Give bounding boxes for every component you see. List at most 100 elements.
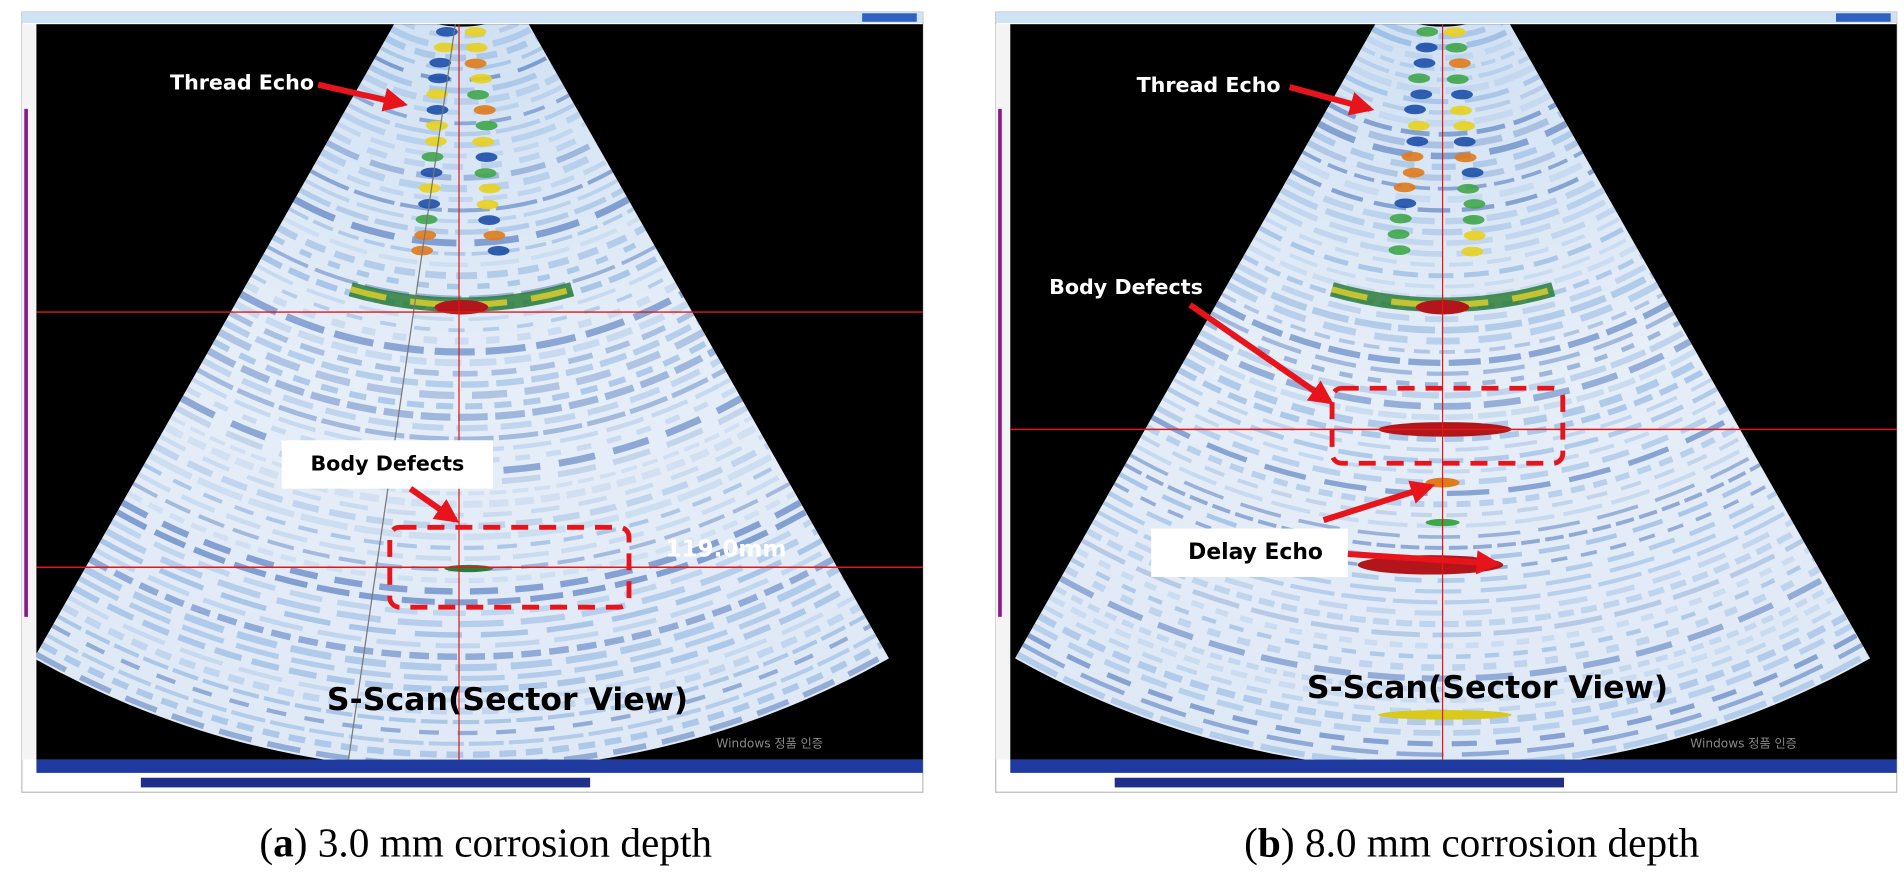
palette (862, 13, 917, 22)
echo-band (304, 178, 619, 224)
echo-band (1172, 377, 1713, 452)
echo-band (126, 490, 797, 584)
echo-band (330, 130, 593, 170)
echo-band (1177, 367, 1708, 442)
echo-band (115, 509, 808, 606)
thread-echo (1454, 152, 1477, 163)
echo-band (137, 472, 786, 562)
caption-letter: b (1258, 819, 1281, 865)
thread-echo (1443, 27, 1466, 37)
echo-band (46, 633, 877, 746)
echo-band (314, 159, 608, 203)
watermark: Windows 정품 인증 (1690, 737, 1797, 751)
annotation: Delay Echo (1188, 540, 1323, 565)
echo-band (1015, 651, 1870, 760)
arrow (408, 486, 460, 523)
thread-echo (425, 120, 448, 131)
thread-echo (1457, 183, 1480, 194)
thread-echo (464, 58, 487, 69)
arrow (1322, 480, 1436, 523)
view-label: S-Scan(Sector View) (1307, 670, 1668, 706)
thread-echo (1394, 198, 1417, 209)
palette (1836, 13, 1891, 22)
arrow (1288, 84, 1375, 116)
echo-band (228, 310, 695, 377)
thread-echo (476, 199, 499, 210)
thread-echo (1413, 58, 1436, 68)
annotation: Thread Echo (1137, 73, 1281, 97)
ruler-strip (24, 108, 28, 617)
sector (36, 24, 889, 760)
echo-band (239, 291, 684, 356)
thread-echo (1461, 246, 1484, 257)
arrow (317, 81, 408, 112)
echo-band (206, 347, 717, 421)
scroll-bar (1114, 777, 1564, 788)
echo-band (298, 187, 625, 235)
thread-echo (1388, 245, 1411, 255)
echo-band (266, 245, 657, 300)
thread-echo (1404, 104, 1426, 115)
scroll-bar (140, 777, 591, 788)
echo-band (1140, 434, 1745, 518)
bottom-ruler (36, 759, 923, 773)
echo-band (1150, 414, 1735, 497)
echo-band (1365, 35, 1520, 62)
thread-echo (1453, 136, 1476, 147)
echo-band (163, 423, 760, 508)
thread-echo (1393, 182, 1416, 193)
thread-echo (424, 136, 447, 147)
echo-band (147, 452, 776, 541)
thread-echo (464, 27, 487, 37)
thread-echo (418, 183, 441, 193)
scan-panel: Windows 정품 인증 Thread Echo Body Defects Dela… (995, 11, 1898, 793)
thread-echo (1445, 42, 1468, 53)
echo-band (61, 603, 862, 715)
label-box (1151, 528, 1348, 577)
sector-area (36, 24, 889, 760)
echo-band (362, 73, 560, 105)
caption: (a) 3.0 mm corrosion depth (259, 819, 712, 866)
echo-band (374, 55, 549, 82)
echo-band (1253, 235, 1632, 289)
caption-letter: a (273, 819, 294, 865)
thread-echo (429, 57, 452, 68)
thread-echo (483, 230, 506, 241)
echo-band (1085, 528, 1800, 628)
scan-panel: Windows 정품 인증 Thread Echo Body Defects 119.… (21, 11, 924, 793)
thread-echo (1451, 89, 1473, 100)
thread-echo (467, 89, 489, 100)
echo-band (384, 35, 539, 62)
echo-band (368, 64, 555, 94)
thread-echo (1415, 42, 1438, 53)
echo-band (104, 528, 819, 628)
echo-band (56, 614, 867, 725)
echo-band (51, 623, 872, 736)
thread-echo (1416, 26, 1439, 37)
echo-band (1118, 472, 1767, 562)
echo-band (1274, 196, 1611, 246)
thread-echo (1461, 167, 1484, 178)
reflector-arc (1330, 286, 1555, 308)
thread-echo (433, 42, 456, 53)
bottom-ruler (1010, 759, 1897, 773)
echo-band (88, 556, 835, 661)
thread-echo (478, 215, 501, 225)
thread-echo (470, 73, 493, 84)
side-ruler (995, 24, 1011, 760)
thread-echo (475, 120, 498, 131)
thread-echo (1463, 230, 1486, 241)
echo-band (233, 300, 690, 367)
echo-band (282, 216, 641, 268)
echo-band (212, 338, 711, 410)
echo-band (1214, 300, 1671, 366)
echo-band (336, 121, 587, 159)
echo-band (341, 111, 582, 149)
thread-echo (420, 167, 443, 178)
thread-echo (1450, 105, 1472, 116)
caption-text: ) 3.0 mm corrosion depth (294, 819, 713, 866)
thread-echo (1463, 199, 1486, 209)
thread-echo (1407, 120, 1430, 131)
echo-band (217, 328, 706, 400)
